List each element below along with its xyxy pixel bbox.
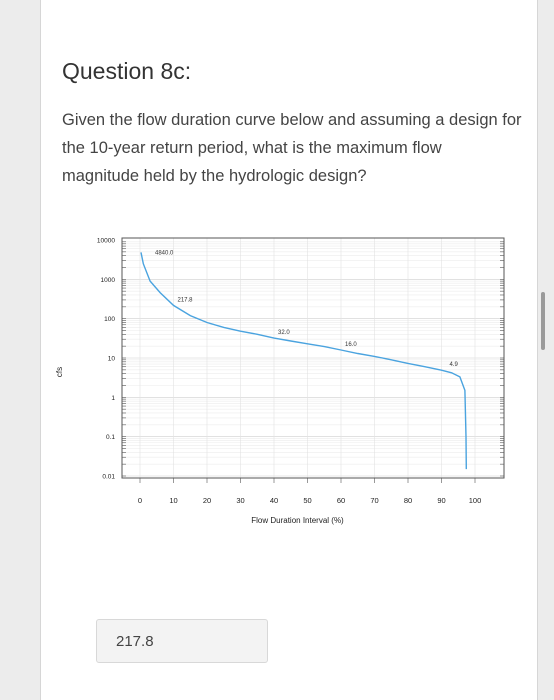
data-label: 16.0 [345,342,357,348]
x-tick-label: 90 [437,496,445,505]
data-labels: 4840.0 217.8 32.0 16.0 4.9 [155,250,459,368]
question-card [40,0,538,700]
question-title: Question 8c: [62,58,192,84]
scrollbar-thumb[interactable] [541,292,545,350]
y-tick-label: 10 [108,356,116,363]
x-axis-label: Flow Duration Interval (%) [251,516,344,525]
x-tick-label: 20 [203,496,211,505]
x-axis-ticks: 0 10 20 30 40 50 60 70 80 90 100 [138,496,481,505]
y-tick-label: 1000 [101,277,116,284]
y-tick-label: 1 [111,395,115,402]
answer-value: 217.8 [116,633,154,650]
x-tick-label: 70 [370,496,378,505]
data-label: 4840.0 [155,250,174,256]
x-tick-label: 40 [270,496,278,505]
x-tick-label: 100 [469,496,482,505]
x-tick-label: 50 [303,496,311,505]
y-tick-label: 0.01 [102,474,115,481]
flow-duration-curve [140,252,467,470]
x-tick-label: 30 [236,496,244,505]
data-label: 4.9 [450,362,459,368]
question-text: Given the flow duration curve below and … [62,111,522,185]
y-axis-label: cfs [55,367,64,377]
y-axis-ticks: 10000 1000 100 10 1 0.1 0.01 [97,238,115,481]
y-tick-label: 0.1 [106,434,115,441]
data-label: 32.0 [278,330,290,336]
x-tick-label: 0 [138,496,142,505]
chart-grid [122,238,504,483]
plot-frame [121,237,505,479]
x-tick-label: 10 [169,496,177,505]
x-tick-label: 80 [404,496,412,505]
answer-input[interactable]: 217.8 [96,619,268,663]
y-tick-label: 10000 [97,238,115,245]
x-tick-label: 60 [337,496,345,505]
y-tick-label: 100 [104,316,115,323]
data-label: 217.8 [178,297,194,303]
